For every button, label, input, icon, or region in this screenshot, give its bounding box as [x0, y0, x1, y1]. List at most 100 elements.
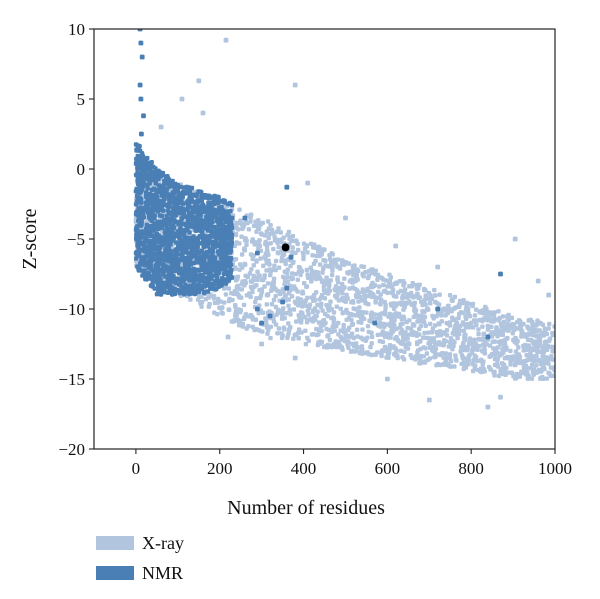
data-point — [552, 324, 555, 329]
data-point — [255, 250, 260, 256]
data-point — [135, 190, 141, 195]
data-point — [249, 267, 254, 272]
data-point — [188, 192, 193, 197]
data-point — [286, 297, 292, 302]
data-point — [211, 293, 217, 299]
data-point — [315, 249, 321, 254]
data-point — [534, 328, 539, 333]
data-point — [350, 331, 355, 336]
data-point — [423, 359, 428, 364]
data-point — [392, 322, 397, 328]
data-point — [498, 368, 503, 373]
data-point — [437, 292, 442, 297]
data-point — [271, 246, 276, 252]
data-point — [213, 235, 218, 240]
data-point — [405, 325, 410, 331]
data-point — [157, 207, 163, 212]
data-point — [472, 366, 477, 371]
data-point — [301, 256, 306, 262]
data-point — [264, 268, 269, 273]
data-point — [311, 308, 316, 313]
data-point — [189, 249, 195, 254]
data-point — [412, 323, 417, 328]
data-point — [152, 178, 157, 183]
data-point — [194, 250, 199, 256]
data-point — [241, 302, 247, 308]
data-point — [351, 306, 356, 311]
data-point — [181, 278, 186, 283]
data-point — [266, 235, 271, 241]
data-point — [147, 196, 152, 201]
data-point — [468, 337, 473, 343]
data-point — [254, 296, 259, 301]
data-point — [234, 312, 239, 318]
data-point — [262, 275, 267, 280]
data-point — [342, 276, 347, 281]
data-point — [209, 214, 214, 219]
data-point — [275, 240, 280, 245]
data-point — [174, 200, 180, 205]
data-point — [158, 124, 164, 130]
data-point — [268, 335, 273, 341]
data-point — [323, 258, 328, 263]
data-point — [447, 352, 453, 357]
data-point — [362, 293, 367, 298]
data-point — [501, 319, 506, 325]
data-point — [257, 287, 262, 293]
data-point — [496, 351, 502, 356]
data-point — [288, 234, 293, 240]
data-point — [535, 278, 541, 284]
data-point — [439, 313, 444, 318]
x-tick-label: 800 — [458, 459, 484, 478]
data-point — [192, 217, 197, 222]
data-point — [488, 353, 494, 358]
data-point — [537, 338, 542, 344]
data-point — [155, 271, 160, 276]
data-point — [317, 262, 323, 267]
data-point — [348, 311, 353, 317]
data-point — [243, 262, 248, 267]
data-point — [248, 279, 254, 284]
data-point — [434, 329, 440, 335]
data-point — [440, 308, 445, 314]
data-point — [491, 346, 496, 351]
data-point — [424, 351, 430, 356]
data-point — [200, 278, 206, 283]
data-point — [334, 324, 339, 329]
data-point — [336, 332, 341, 337]
data-point — [251, 223, 257, 229]
data-point — [327, 337, 333, 343]
data-point — [550, 357, 555, 362]
data-point — [259, 320, 264, 326]
data-point — [401, 279, 406, 284]
data-point — [495, 328, 501, 333]
data-point — [492, 352, 498, 357]
data-point — [246, 227, 252, 232]
data-point — [481, 311, 486, 316]
data-point — [394, 348, 399, 353]
data-point — [543, 360, 548, 365]
data-point — [388, 321, 393, 326]
data-point — [519, 369, 524, 374]
data-point — [206, 196, 212, 201]
data-point — [237, 241, 242, 246]
data-point — [185, 218, 190, 223]
data-point — [219, 213, 224, 218]
data-point — [538, 375, 544, 381]
data-point — [320, 308, 325, 313]
data-point — [362, 297, 367, 302]
data-point — [271, 319, 277, 324]
data-point — [273, 293, 278, 299]
data-point — [193, 286, 199, 291]
data-point — [201, 238, 206, 243]
data-point — [138, 96, 144, 102]
data-point — [480, 319, 485, 324]
data-point — [144, 261, 150, 267]
data-point — [156, 248, 161, 253]
data-point — [373, 295, 378, 300]
data-point — [216, 267, 222, 272]
data-point — [242, 238, 248, 243]
data-point — [251, 273, 256, 279]
data-point — [478, 309, 483, 314]
data-point — [177, 210, 182, 215]
